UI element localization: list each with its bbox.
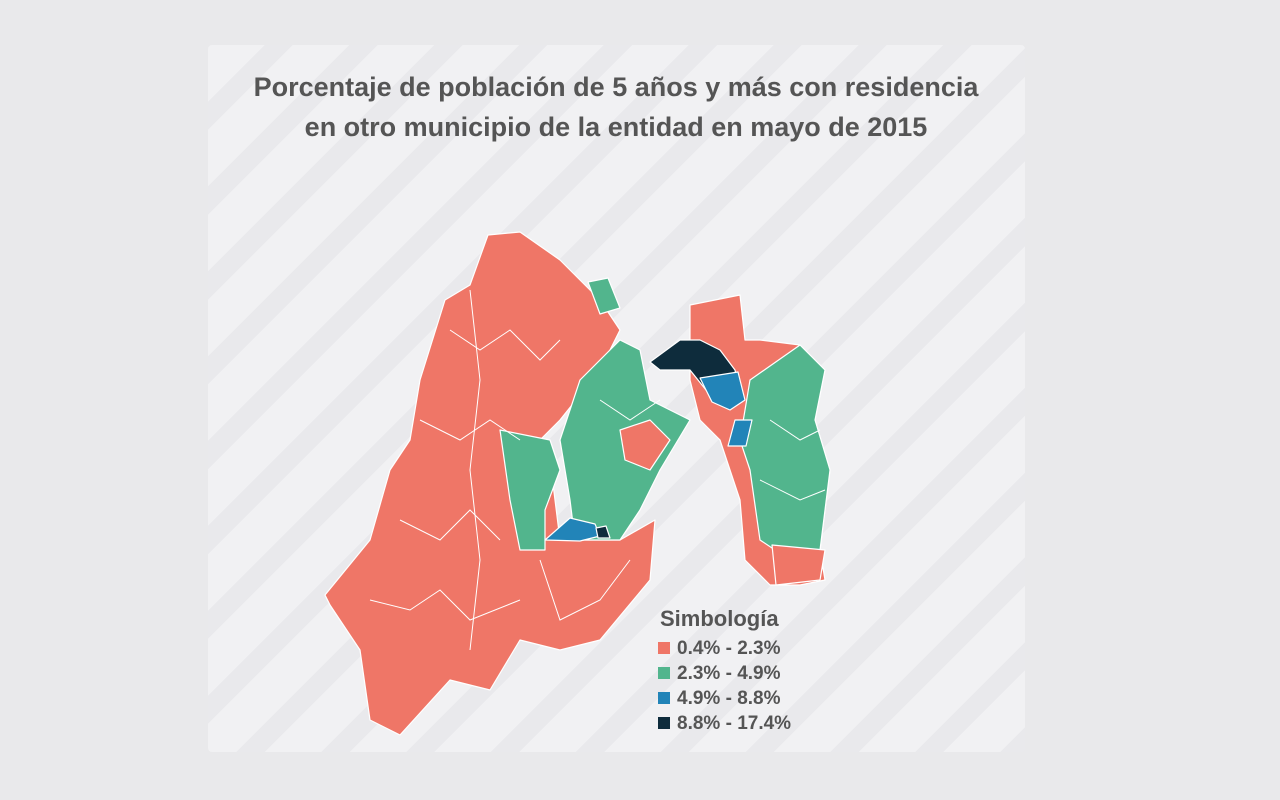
legend-title: Simbología	[660, 606, 779, 631]
title-line: en otro municipio de la entidad en mayo …	[305, 112, 928, 142]
region	[619, 419, 671, 471]
state-map	[324, 231, 831, 736]
title-line: Porcentaje de población de 5 años y más …	[254, 72, 980, 102]
legend-swatch	[658, 717, 670, 729]
region	[727, 419, 753, 447]
region	[771, 544, 826, 586]
region	[499, 429, 561, 551]
legend-swatch	[658, 667, 670, 679]
legend-swatch	[658, 692, 670, 704]
legend-label: 0.4% - 2.3%	[677, 638, 781, 659]
legend-label: 4.9% - 8.8%	[677, 688, 781, 709]
region	[595, 525, 611, 539]
region	[699, 371, 746, 411]
legend: 0.4% - 2.3% 2.3% - 4.9% 4.9% - 8.8% 8.8% - …	[658, 638, 791, 734]
legend-label: 2.3% - 4.9%	[677, 663, 781, 684]
legend-swatch	[658, 642, 670, 654]
region	[587, 277, 621, 315]
legend-label: 8.8% - 17.4%	[677, 713, 791, 734]
